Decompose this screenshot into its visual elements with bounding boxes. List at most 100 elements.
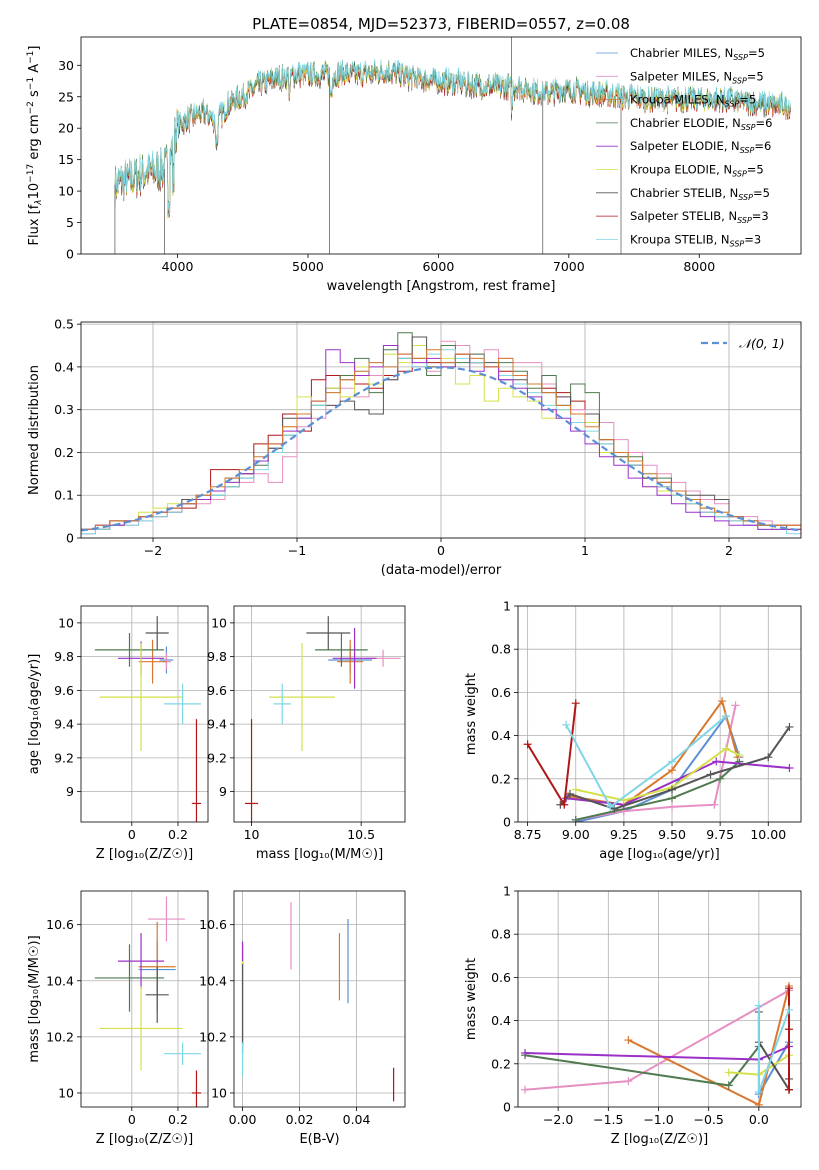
legend-label: Kroupa STELIB, NSSP=3 [630,232,761,248]
axis-frame [80,36,802,255]
legend-label-tail: =5 [748,46,765,60]
y-tick-label: 0.4 [54,359,74,374]
y-tick-label: 20 [58,121,74,136]
weight-marker [718,697,727,706]
errorbar-salpeter_elodie [332,627,377,689]
errorbar-kroupa_stelib [164,683,202,725]
y-tick-label: 0.6 [491,970,511,985]
weight-marker [565,789,574,798]
weight-marker [521,1085,530,1094]
axis-frame [517,890,802,1108]
legend-label: Chabrier MILES, NSSP=5 [630,46,765,62]
y-tick-label: 0.6 [491,685,511,700]
weight-marker [784,1005,793,1014]
x-tick-label: 9.25 [610,827,638,842]
y-tick-label: 9 [219,784,227,799]
x-tick-label: 0.04 [343,1112,371,1127]
weight-marker [706,770,715,779]
y-tick-label: 9.2 [207,750,227,765]
axis-frame [233,890,406,1108]
errorbar-salpeter_stelib [191,1070,202,1107]
x-axis-label: age [log₁₀(age/yr)] [599,847,720,862]
legend-label-tail: =5 [739,93,756,107]
legend-label-sub: SSP [732,170,747,179]
y-axis-label-part: Flux [f [27,204,42,245]
y-tick-label: 9.6 [207,683,227,698]
weight-line-kroupa_stelib [565,715,727,809]
axes-spectrum: 4000 5000 6000 7000 8000 0 5 10 15 20 25 30 waveleng… [26,36,802,294]
y-tick-label: 0.2 [491,771,511,786]
x-axis-label: Z [log₁₀(Z/Z☉)] [611,1132,708,1147]
weight-marker [571,815,580,822]
y-tick-label: 9.2 [54,750,74,765]
weight-marker [721,744,730,753]
legend-label: 𝒩(0, 1) [739,336,785,351]
y-tick-label: 10.2 [46,1029,74,1044]
x-axis-label: wavelength [Angstrom, rest frame] [327,279,556,294]
legend-label: Kroupa ELODIE, NSSP=5 [630,163,764,179]
x-tick-label: 0.0 [749,1112,769,1127]
grid-mass-vs-Z [81,891,208,1107]
normal-curve [81,366,801,532]
y-axis-label: age [log₁₀(age/yr)] [27,654,42,775]
grid-age-vs-mass [234,606,405,822]
weight-marker [668,785,677,794]
legend-label-text: Salpeter MILES, N [630,69,732,83]
legend-label-text: Kroupa MILES, N [630,93,725,107]
x-tick-label: 0 [437,543,445,558]
y-tick-label: 9.4 [207,717,227,732]
y-tick-label: 10 [58,615,74,630]
y-tick-label: 25 [58,89,74,104]
x-tick-label: 9.75 [706,827,734,842]
y-axis-label-part: λ [34,199,44,205]
y-tick-label: 0.5 [54,317,74,332]
y-tick-label: 0.2 [491,1056,511,1071]
y-tick-label: 9.8 [207,649,227,664]
y-axis-label: mass [log₁₀(M/M☉)] [27,935,42,1062]
legend-label-tail: =3 [744,232,761,246]
legend-label-text: Salpeter ELODIE, N [630,139,740,153]
legend-label-sub: SSP [733,53,748,62]
x-tick-label: 5000 [292,259,324,274]
y-tick-label: 10.6 [199,917,227,932]
y-tick-label: 9.4 [54,717,74,732]
weight-marker [785,722,794,731]
weight-marker [784,984,793,993]
y-tick-label: 0 [503,1100,511,1115]
errorbar-kroupa_stelib [273,683,291,725]
weight-marker [710,800,719,809]
y-axis-label: Flux [fλ10−17 erg cm−2 s−1 A−1] [26,46,44,246]
legend-label-sub: SSP [732,76,747,85]
x-tick-label: 4000 [162,259,194,274]
errorbar-kroupa_elodie [99,986,183,1071]
plot-area-spectrum [114,37,791,254]
axis-frame [80,605,209,823]
legend-label: Chabrier ELODIE, NSSP=6 [630,116,772,132]
legend-label-tail: =6 [754,139,771,153]
x-tick-label: 0.00 [229,1112,257,1127]
y-tick-label: 0.3 [54,402,74,417]
y-tick-label: 0 [66,247,74,262]
weight-marker [668,794,677,803]
legend-label-sub: SSP [738,193,753,202]
axes-age-vs-Z: 0 0.2 9 9.2 9.4 9.6 9.8 10 Z [log₁₀(Z/Z☉)] age [l… [27,605,209,862]
x-tick-label: −1.5 [593,1112,623,1127]
y-axis-label: mass weight [464,958,479,1040]
y-tick-label: 0.4 [491,728,511,743]
legend-label-sub: SSP [740,146,755,155]
x-tick-label: −1.0 [643,1112,673,1127]
x-tick-label: −2.0 [543,1112,573,1127]
weight-marker [624,1077,633,1086]
weight-marker [668,802,677,811]
y-tick-label: 1 [503,599,511,614]
y-tick-label: 5 [66,215,74,230]
legend-label-sub: SSP [730,239,745,248]
legend-label: Salpeter MILES, NSSP=5 [630,69,764,85]
x-tick-label: 0.02 [286,1112,314,1127]
y-axis-label-part: −1 [26,77,36,90]
plot-area-age-vs-mass [244,616,401,822]
errorbar-chabrier_elodie [94,633,165,667]
errorbar-chabrier_elodie [94,944,165,1012]
weight-marker [784,1025,793,1034]
